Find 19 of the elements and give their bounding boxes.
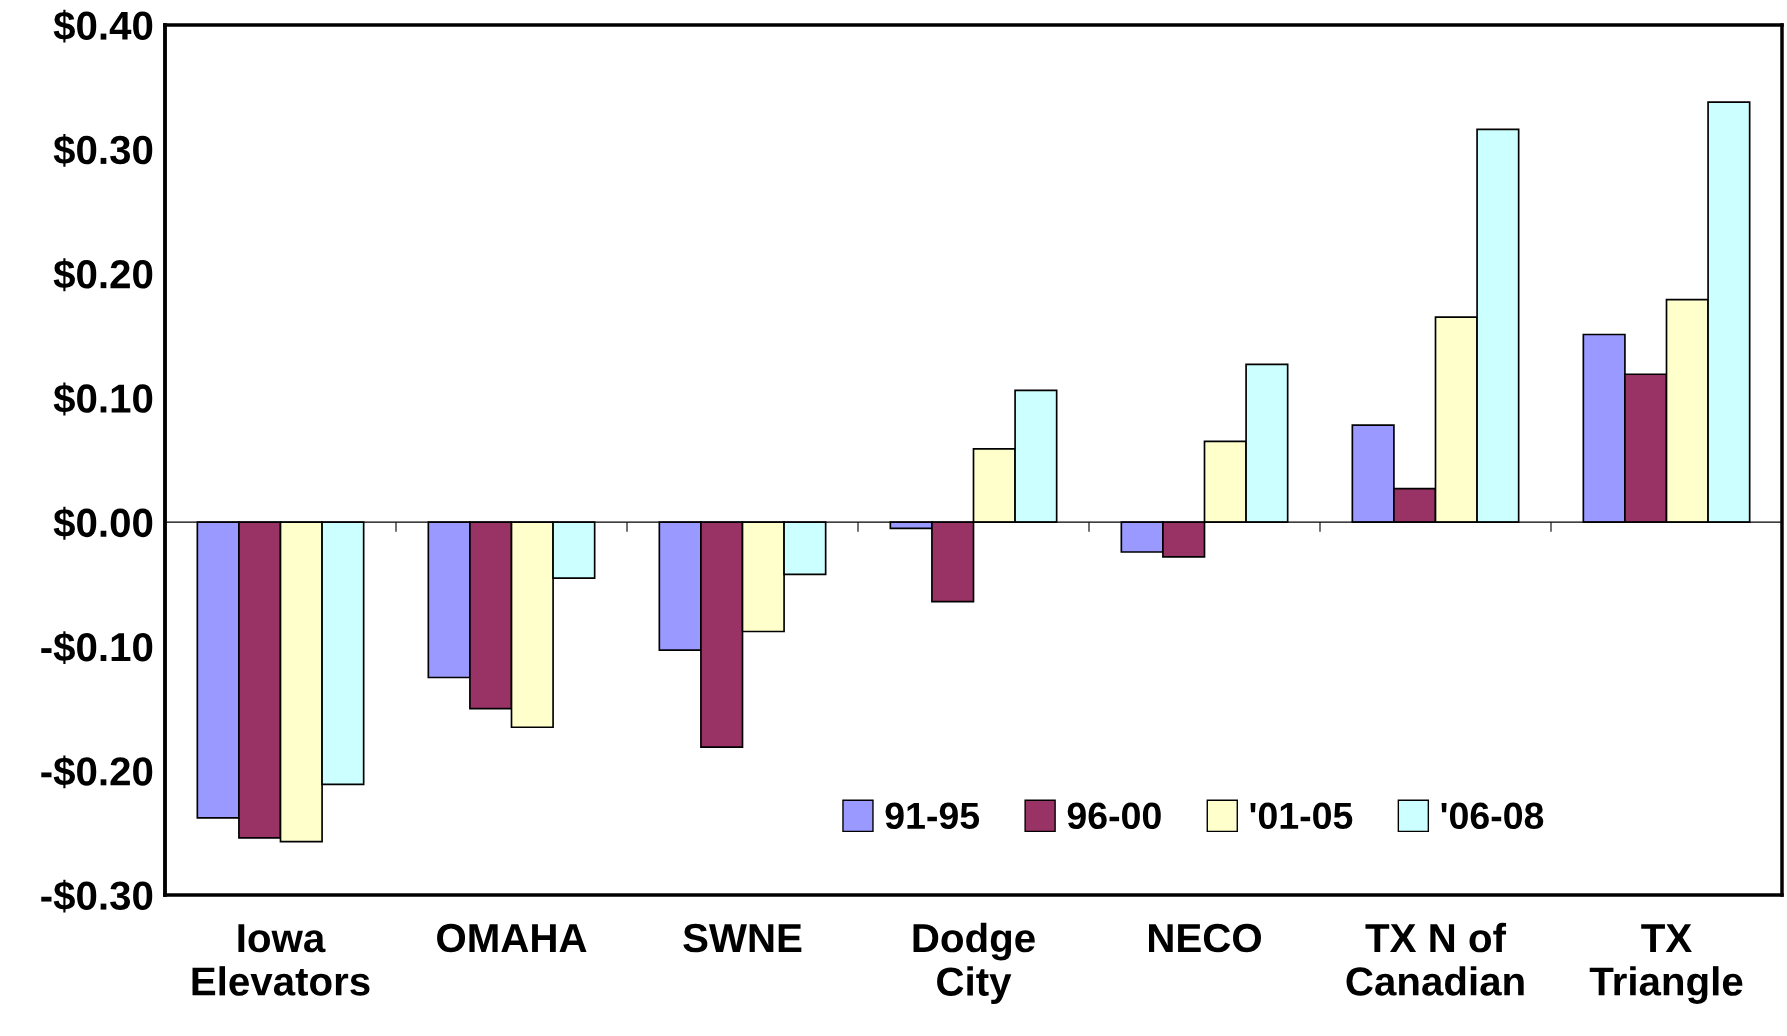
y-tick-label: -$0.10	[41, 631, 153, 665]
legend-label: '01-05	[1250, 802, 1353, 830]
legend-label: 91-95	[885, 802, 980, 830]
x-tick-label: Iowa Elevators	[192, 924, 370, 996]
y-tick-label: -$0.30	[41, 879, 153, 913]
x-tick-label: Dodge City	[913, 922, 1035, 1004]
y-tick-label: $0.40	[53, 9, 153, 43]
x-tick-label: OMAHA	[437, 923, 587, 953]
y-tick-label: $0.10	[53, 382, 153, 416]
y-tick-label: $0.00	[53, 506, 153, 540]
x-tick-label: TX N of Canadian	[1346, 922, 1524, 996]
y-tick-label: $0.20	[53, 258, 153, 292]
y-tick-label: -$0.20	[41, 755, 153, 789]
x-tick-label: TX Triangle	[1589, 924, 1743, 1004]
y-tick-label: $0.30	[53, 133, 153, 167]
x-tick-label: SWNE	[683, 923, 802, 953]
legend-label: '06-08	[1441, 802, 1544, 830]
x-tick-label: NECO	[1149, 923, 1261, 953]
legend-label: 96-00	[1067, 802, 1161, 830]
